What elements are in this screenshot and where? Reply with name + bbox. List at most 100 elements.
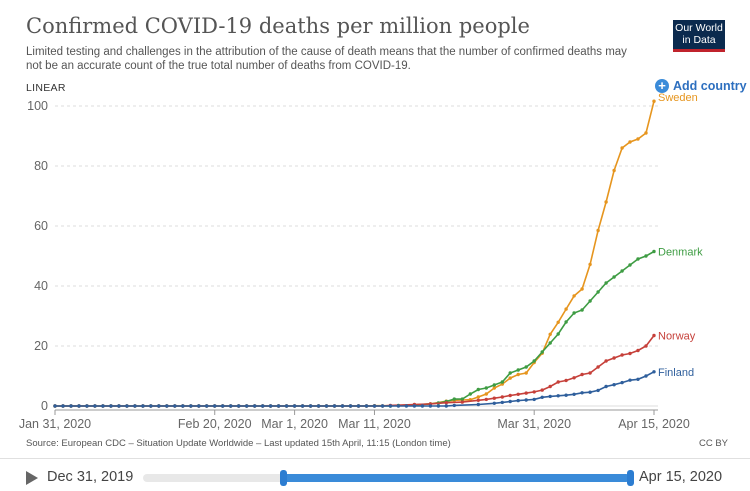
timeline-selected-range[interactable] — [283, 474, 630, 482]
x-tick-label: Apr 15, 2020 — [618, 417, 690, 430]
data-point-finland — [508, 399, 512, 404]
data-point-sweden — [620, 146, 624, 150]
data-point-finland — [364, 404, 369, 408]
license-link[interactable]: CC BY — [698, 438, 728, 449]
owid-logo[interactable]: Our World in Data — [673, 20, 725, 52]
data-point-finland — [332, 404, 337, 408]
data-point-norway — [556, 380, 560, 384]
data-point-finland — [356, 404, 361, 408]
data-point-finland — [572, 392, 576, 396]
data-point-finland — [53, 404, 57, 408]
y-tick-label: 40 — [34, 279, 48, 293]
data-point-norway — [460, 400, 464, 404]
axes: 0 20 40 60 80 100 Jan 31, 2020 Feb 20, 2020 Mar … — [19, 99, 690, 430]
data-point-denmark — [484, 386, 488, 390]
timeline-start-handle[interactable] — [280, 470, 287, 486]
data-point-finland — [205, 404, 209, 408]
data-point-denmark — [636, 257, 640, 261]
data-point-denmark — [532, 359, 536, 363]
timeline-end-date: Apr 15, 2020 — [639, 469, 723, 485]
data-point-norway — [516, 392, 520, 396]
data-point-finland — [652, 370, 656, 374]
timeline-end-handle[interactable] — [627, 470, 634, 486]
data-point-finland — [596, 388, 600, 393]
data-point-finland — [372, 404, 377, 408]
data-point-finland — [221, 404, 225, 408]
data-point-finland — [404, 404, 409, 408]
data-point-finland — [308, 404, 313, 408]
data-point-norway — [580, 372, 584, 377]
source-note: Source: European CDC – Situation Update … — [26, 438, 451, 449]
data-point-denmark — [588, 299, 592, 303]
series-line-denmark[interactable] — [55, 250, 655, 407]
series-label-denmark[interactable]: Denmark — [658, 247, 703, 259]
data-point-denmark — [644, 254, 648, 258]
series-labels: Sweden Denmark Norway Finland — [658, 92, 703, 379]
scale-toggle[interactable]: LINEAR — [26, 82, 66, 94]
data-point-finland — [380, 404, 385, 408]
plus-circle-icon: + — [655, 79, 669, 93]
data-point-finland — [556, 394, 560, 398]
data-point-finland — [620, 380, 624, 385]
footer-divider — [0, 458, 750, 459]
data-point-finland — [109, 404, 113, 408]
data-point-norway — [572, 376, 576, 380]
data-point-denmark — [620, 269, 624, 273]
data-point-finland — [588, 390, 592, 394]
data-point-sweden — [556, 320, 560, 324]
data-point-finland — [173, 404, 177, 408]
line-chart: 0 20 40 60 80 100 Jan 31, 2020 Feb 20, 2020 Mar … — [19, 92, 703, 430]
data-point-finland — [117, 404, 121, 408]
data-point-denmark — [452, 397, 456, 401]
series-label-norway[interactable]: Norway — [658, 331, 696, 343]
data-point-finland — [77, 404, 81, 408]
data-point-finland — [189, 404, 193, 408]
data-point-norway — [604, 359, 608, 363]
data-point-finland — [85, 404, 89, 408]
data-point-finland — [133, 404, 137, 408]
data-point-norway — [540, 388, 544, 392]
data-point-denmark — [556, 332, 560, 336]
series-label-finland[interactable]: Finland — [658, 367, 694, 379]
data-point-norway — [620, 353, 624, 357]
data-point-denmark — [540, 350, 544, 354]
data-point-finland — [476, 402, 480, 407]
data-point-denmark — [596, 290, 600, 294]
data-point-denmark — [492, 383, 496, 387]
data-point-finland — [284, 404, 289, 408]
x-tick-label: Feb 20, 2020 — [178, 417, 252, 430]
series-line-finland[interactable] — [55, 371, 655, 407]
data-point-finland — [564, 393, 568, 397]
data-point-finland — [101, 404, 105, 408]
data-point-finland — [348, 404, 353, 408]
data-point-finland — [636, 377, 640, 381]
data-point-finland — [540, 395, 544, 399]
data-point-norway — [532, 390, 536, 394]
data-point-finland — [61, 404, 65, 408]
chart-subtitle: Limited testing and challenges in the at… — [26, 46, 627, 72]
add-country-button[interactable]: + Add country — [655, 79, 747, 93]
data-point-finland — [532, 397, 536, 402]
play-icon[interactable] — [26, 471, 38, 485]
data-point-norway — [500, 395, 504, 399]
data-point-denmark — [516, 368, 520, 372]
data-point-sweden — [644, 131, 648, 135]
data-point-finland — [492, 401, 496, 405]
data-point-finland — [524, 398, 528, 402]
series-line-sweden[interactable] — [55, 101, 655, 407]
data-point-finland — [213, 404, 217, 408]
data-point-denmark — [564, 320, 568, 324]
data-point-sweden — [604, 200, 608, 204]
data-point-finland — [436, 404, 441, 408]
data-point-finland — [229, 404, 233, 408]
y-tick-label: 80 — [34, 159, 48, 173]
data-point-norway — [548, 384, 552, 389]
y-tick-label: 20 — [34, 339, 48, 353]
data-point-finland — [388, 404, 393, 408]
data-point-finland — [157, 404, 161, 408]
series-label-sweden[interactable]: Sweden — [658, 92, 698, 104]
logo-line-2: in Data — [682, 34, 716, 46]
data-point-sweden — [572, 294, 576, 298]
data-point-finland — [500, 400, 504, 405]
data-point-sweden — [524, 371, 528, 375]
